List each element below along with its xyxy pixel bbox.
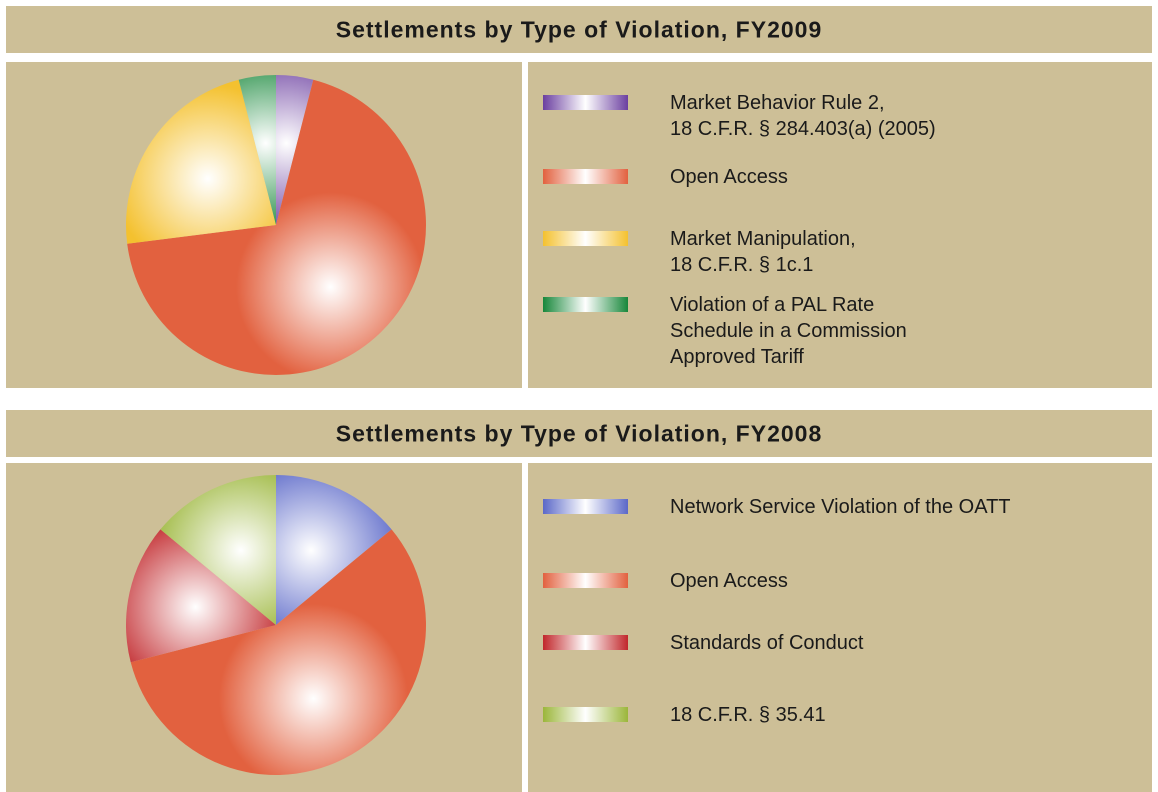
legend-swatch xyxy=(543,231,628,246)
chart-title: Settlements by Type of Violation, FY2008 xyxy=(336,421,823,447)
pie-slice xyxy=(276,475,392,625)
title-bar xyxy=(6,410,1152,457)
legend-swatch xyxy=(543,297,628,312)
legend-label: Violation of a PAL Rate Schedule in a Co… xyxy=(670,294,907,368)
pie-slice xyxy=(130,529,426,775)
legend-swatch xyxy=(543,95,628,110)
legend-label: Open Access xyxy=(670,570,788,592)
legend-label: 18 C.F.R. § 35.41 xyxy=(670,704,826,726)
legend-swatch xyxy=(543,169,628,184)
legend-swatch xyxy=(543,707,628,722)
pie-slice xyxy=(276,75,314,225)
chart-title: Settlements by Type of Violation, FY2009 xyxy=(336,17,823,43)
legend-label: Network Service Violation of the OATT xyxy=(670,496,1011,518)
pie-slice xyxy=(125,79,276,244)
legend-swatch xyxy=(543,573,628,588)
legend-panel xyxy=(528,463,1152,792)
legend-swatch xyxy=(543,499,628,514)
pie-slice xyxy=(127,79,426,375)
pie-slice xyxy=(238,75,276,225)
legend-label: Standards of Conduct xyxy=(670,632,864,654)
pie-slice xyxy=(160,474,276,625)
legend-label: Open Access xyxy=(670,166,788,188)
pie-slice xyxy=(125,529,276,663)
legend-panel xyxy=(528,62,1152,388)
legend-label: Market Manipulation, 18 C.F.R. § 1c.1 xyxy=(670,228,856,276)
title-bar xyxy=(6,6,1152,53)
legend-swatch xyxy=(543,635,628,650)
legend-label: Market Behavior Rule 2, 18 C.F.R. § 284.… xyxy=(670,92,936,140)
